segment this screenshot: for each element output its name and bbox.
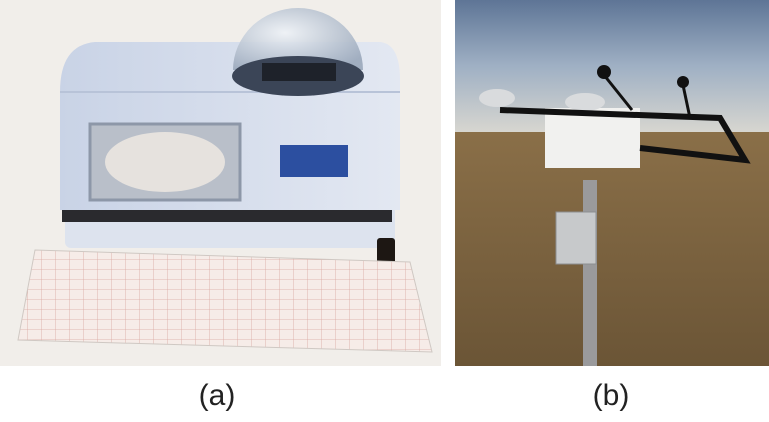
- enclosure: [556, 212, 596, 264]
- label-plate: [280, 145, 348, 177]
- caption: (b): [593, 379, 630, 412]
- mast: [583, 180, 597, 366]
- page: (a) (b) (() => { const data = JSON.parse…: [0, 0, 769, 422]
- caption: (a): [199, 379, 236, 412]
- photo-a: [0, 0, 441, 366]
- chart-paper: [18, 250, 432, 352]
- sensor: [262, 63, 336, 81]
- drum: [105, 132, 225, 192]
- ball-2: [677, 76, 689, 88]
- figure: (a) (b): [0, 0, 769, 422]
- ball-1: [597, 65, 611, 79]
- radiometer-1: [479, 89, 515, 107]
- photo-b: [455, 0, 769, 366]
- radiometer-2: [565, 93, 605, 111]
